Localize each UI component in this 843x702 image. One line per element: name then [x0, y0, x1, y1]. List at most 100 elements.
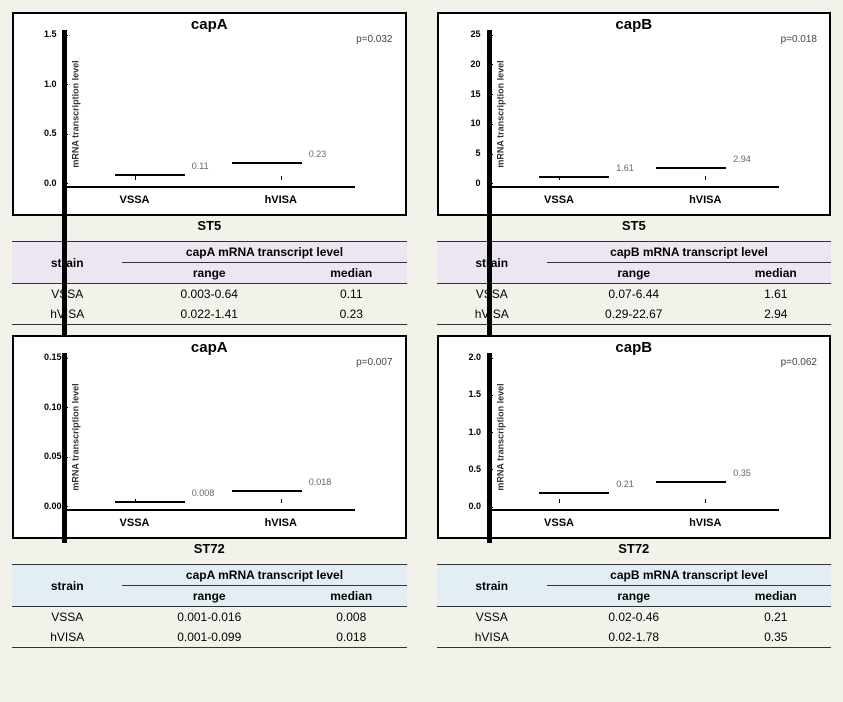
x-tick-hvisa: hVISA — [689, 194, 721, 206]
cell-median: 0.21 — [721, 607, 831, 628]
plot-surface: 0.21 0.35 — [487, 353, 780, 511]
cell-range: 0.003-0.64 — [122, 284, 296, 305]
col-title: capA mRNA transcript level — [122, 242, 406, 263]
x-tick-hvisa: hVISA — [265, 194, 297, 206]
chart-box: capA mRNA transcription level 1.51.00.50… — [12, 12, 407, 216]
y-ticks: 2.01.51.00.50.0 — [469, 353, 489, 511]
col-median: median — [721, 263, 831, 284]
data-table: strain capB mRNA transcript level range … — [437, 241, 832, 325]
median-line — [656, 481, 726, 483]
panel-st72-capA: capA mRNA transcription level 0.150.100.… — [12, 335, 407, 648]
median-label: 0.35 — [733, 468, 751, 478]
cell-strain: VSSA — [437, 284, 547, 305]
median-label: 0.008 — [192, 488, 215, 498]
chart-bottom-label: ST5 — [12, 218, 407, 233]
median-line — [232, 490, 302, 492]
x-tick-vssa: VSSA — [120, 194, 150, 206]
chart-box: capB mRNA transcription level 2520151050… — [437, 12, 832, 216]
cell-median: 0.35 — [721, 627, 831, 648]
cell-range: 0.001-0.016 — [122, 607, 296, 628]
y-tick: 0.5 — [469, 465, 487, 474]
cell-strain: hVISA — [437, 627, 547, 648]
y-tick: 0.0 — [44, 179, 62, 188]
median-label: 0.21 — [616, 479, 634, 489]
table-row: VSSA 0.07-6.44 1.61 — [437, 284, 832, 305]
cell-median: 2.94 — [721, 304, 831, 325]
median-label: 0.11 — [192, 161, 209, 171]
cell-range: 0.07-6.44 — [547, 284, 721, 305]
y-tick: 15 — [469, 90, 487, 99]
y-tick: 20 — [469, 60, 487, 69]
y-tick: 0.15 — [44, 353, 62, 362]
p-value: p=0.018 — [781, 34, 817, 45]
cell-median: 0.018 — [296, 627, 406, 648]
y-tick: 0.10 — [44, 403, 62, 412]
chart-box: capB mRNA transcription level 2.01.51.00… — [437, 335, 832, 539]
cell-range: 0.001-0.099 — [122, 627, 296, 648]
col-range: range — [122, 586, 296, 607]
y-tick: 0.0 — [469, 502, 487, 511]
median-line — [115, 501, 185, 503]
median-line — [656, 167, 726, 169]
cell-median: 0.11 — [296, 284, 406, 305]
data-table: strain capA mRNA transcript level range … — [12, 241, 407, 325]
median-label: 0.23 — [309, 149, 327, 159]
y-tick: 0.00 — [44, 502, 62, 511]
plot-surface: 1.612.94 — [487, 30, 780, 188]
col-median: median — [721, 586, 831, 607]
x-tick-vssa: VSSA — [120, 517, 150, 529]
figure-grid: capA mRNA transcription level 1.51.00.50… — [12, 12, 831, 648]
col-range: range — [547, 263, 721, 284]
p-value: p=0.007 — [356, 357, 392, 368]
y-tick: 5 — [469, 149, 487, 158]
p-value: p=0.032 — [356, 34, 392, 45]
cell-strain: VSSA — [437, 607, 547, 628]
median-line — [232, 162, 302, 164]
cell-strain: VSSA — [12, 607, 122, 628]
cell-range: 0.29-22.67 — [547, 304, 721, 325]
panel-st72-capB: capB mRNA transcription level 2.01.51.00… — [437, 335, 832, 648]
plot-surface: 0.008 0.018 — [62, 353, 355, 511]
y-ticks: 2520151050 — [469, 30, 489, 188]
table-row: hVISA 0.022-1.41 0.23 — [12, 304, 407, 325]
table-row: VSSA 0.003-0.64 0.11 — [12, 284, 407, 305]
y-tick: 2.0 — [469, 353, 487, 362]
median-label: 0.018 — [309, 477, 332, 487]
data-table: strain capA mRNA transcript level range … — [12, 564, 407, 648]
x-ticks: VSSA hVISA — [62, 194, 355, 206]
data-point — [487, 538, 492, 543]
col-range: range — [547, 586, 721, 607]
y-tick: 0 — [469, 179, 487, 188]
y-tick: 1.0 — [44, 80, 62, 89]
x-tick-vssa: VSSA — [544, 194, 574, 206]
cell-median: 0.23 — [296, 304, 406, 325]
median-line — [539, 176, 609, 178]
median-label: 2.94 — [733, 154, 751, 164]
median-line — [539, 492, 609, 494]
y-tick: 1.5 — [44, 30, 62, 39]
col-range: range — [122, 263, 296, 284]
data-table: strain capB mRNA transcript level range … — [437, 564, 832, 648]
x-ticks: VSSA hVISA — [487, 194, 780, 206]
table-row: VSSA 0.001-0.016 0.008 — [12, 607, 407, 628]
col-median: median — [296, 263, 406, 284]
y-tick: 0.5 — [44, 129, 62, 138]
table-row: hVISA 0.02-1.78 0.35 — [437, 627, 832, 648]
p-value: p=0.062 — [781, 357, 817, 368]
cell-range: 0.02-1.78 — [547, 627, 721, 648]
y-tick: 25 — [469, 30, 487, 39]
col-strain: strain — [437, 242, 547, 284]
col-title: capA mRNA transcript level — [122, 565, 406, 586]
x-ticks: VSSA hVISA — [487, 517, 780, 529]
cell-median: 1.61 — [721, 284, 831, 305]
chart-bottom-label: ST72 — [12, 541, 407, 556]
col-strain: strain — [437, 565, 547, 607]
x-tick-vssa: VSSA — [544, 517, 574, 529]
y-tick: 0.05 — [44, 452, 62, 461]
col-title: capB mRNA transcript level — [547, 242, 831, 263]
panel-st5-capB: capB mRNA transcription level 2520151050… — [437, 12, 832, 325]
data-point — [62, 538, 67, 543]
cell-range: 0.02-0.46 — [547, 607, 721, 628]
cell-range: 0.022-1.41 — [122, 304, 296, 325]
cell-strain: VSSA — [12, 284, 122, 305]
